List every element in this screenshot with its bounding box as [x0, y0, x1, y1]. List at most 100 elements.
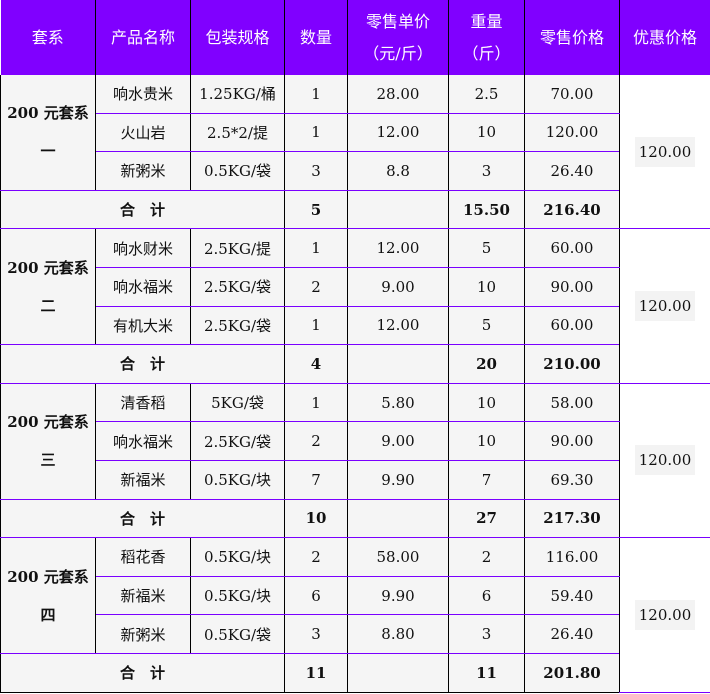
discount-value: 120.00 — [634, 136, 696, 167]
total-qty: 5 — [284, 190, 348, 230]
weight: 2.5 — [448, 75, 525, 114]
unit-price: 12.00 — [347, 113, 449, 153]
suite-name: 200 元套系 一 — [0, 75, 96, 191]
quantity: 1 — [284, 383, 348, 423]
header-row: 套系 产品名称 包装规格 数量 零售单价 （元/斤） 重量 （斤） 零售价格 优… — [0, 0, 710, 75]
unit-price: 8.8 — [347, 151, 449, 191]
quantity: 1 — [284, 306, 348, 346]
weight: 10 — [448, 383, 525, 423]
header-retail-price: 零售价格 — [524, 0, 620, 75]
package-spec: 0.5KG/袋 — [190, 151, 285, 191]
discount-value: 120.00 — [634, 291, 696, 322]
total-row: 合 计 5 15.50 216.40 — [0, 190, 710, 230]
total-price: 210.00 — [524, 344, 620, 384]
product-name: 响水福米 — [95, 421, 191, 461]
quantity: 2 — [284, 537, 348, 577]
total-row: 合 计 10 27 217.30 — [0, 499, 710, 539]
unit-price: 28.00 — [347, 75, 449, 114]
discount-price: 120.00 — [619, 228, 710, 384]
quantity: 3 — [284, 151, 348, 191]
weight: 10 — [448, 421, 525, 461]
table-row: 火山岩 2.5*2/提 1 12.00 10 120.00 — [1, 113, 710, 153]
package-spec: 1.25KG/桶 — [190, 75, 285, 114]
quantity: 3 — [284, 614, 348, 654]
package-spec: 2.5KG/袋 — [190, 306, 285, 346]
unit-price: 58.00 — [347, 537, 449, 577]
product-name: 新粥米 — [95, 614, 191, 654]
total-label: 合 计 — [0, 344, 285, 384]
weight: 2 — [448, 537, 525, 577]
package-spec: 2.5KG/袋 — [190, 267, 285, 307]
quantity: 1 — [284, 113, 348, 153]
product-name: 响水财米 — [95, 228, 191, 268]
quantity: 7 — [284, 460, 348, 500]
total-qty: 10 — [284, 499, 348, 539]
weight: 10 — [448, 267, 525, 307]
suite-name: 200 元套系 三 — [0, 383, 96, 500]
header-unit-price: 零售单价 （元/斤） — [347, 0, 449, 75]
package-spec: 0.5KG/块 — [190, 537, 285, 577]
suite-name: 200 元套系 四 — [0, 537, 96, 654]
table-row: 新粥米 0.5KG/袋 3 8.8 3 26.40 — [1, 151, 710, 191]
quantity: 2 — [284, 267, 348, 307]
unit-price: 8.80 — [347, 614, 449, 654]
retail-price: 90.00 — [524, 421, 620, 461]
retail-price: 116.00 — [524, 537, 620, 577]
table-row: 200 元套系 二响水财米 2.5KG/提 1 12.00 5 60.00 120.00 — [0, 228, 710, 384]
suite-name: 200 元套系 二 — [0, 228, 96, 346]
total-label: 合 计 — [0, 190, 285, 230]
product-name: 新福米 — [95, 576, 191, 616]
retail-price: 60.00 — [524, 228, 620, 268]
product-name: 稻花香 — [95, 537, 191, 577]
package-spec: 0.5KG/块 — [190, 576, 285, 616]
total-row: 合 计 11 11 201.80 — [0, 653, 710, 693]
discount-price: 120.00 — [619, 383, 710, 539]
quantity: 1 — [284, 75, 348, 114]
retail-price: 60.00 — [524, 306, 620, 346]
quantity: 1 — [284, 228, 348, 268]
retail-price: 90.00 — [524, 267, 620, 307]
product-name: 火山岩 — [95, 113, 191, 153]
retail-price: 120.00 — [524, 113, 620, 153]
package-spec: 2.5KG/提 — [190, 228, 285, 268]
total-unit-price-empty — [347, 190, 449, 230]
total-unit-price-empty — [347, 499, 449, 539]
unit-price: 5.80 — [347, 383, 449, 423]
discount-value: 120.00 — [634, 599, 696, 630]
discount-price: 120.00 — [619, 75, 710, 230]
unit-price: 9.00 — [347, 267, 449, 307]
quantity: 2 — [284, 421, 348, 461]
header-package: 包装规格 — [190, 0, 285, 75]
package-spec: 5KG/袋 — [190, 383, 285, 423]
table-row: 响水福米 2.5KG/袋 2 9.00 10 90.00 — [1, 421, 710, 461]
total-label: 合 计 — [0, 499, 285, 539]
product-name: 新粥米 — [95, 151, 191, 191]
header-weight: 重量 （斤） — [448, 0, 525, 75]
table-row: 新福米 0.5KG/块 7 9.90 7 69.30 — [1, 460, 710, 500]
package-spec: 2.5KG/袋 — [190, 421, 285, 461]
package-spec: 0.5KG/袋 — [190, 614, 285, 654]
retail-price: 58.00 — [524, 383, 620, 423]
weight: 5 — [448, 306, 525, 346]
table-row: 响水福米 2.5KG/袋 2 9.00 10 90.00 — [1, 267, 710, 307]
weight: 10 — [448, 113, 525, 153]
header-qty: 数量 — [284, 0, 348, 75]
weight: 6 — [448, 576, 525, 616]
unit-price: 9.90 — [347, 576, 449, 616]
header-discount-price: 优惠价格 — [619, 0, 710, 75]
table-row: 200 元套系 一响水贵米 1.25KG/桶 1 28.00 2.5 70.00 120.0… — [0, 75, 710, 230]
retail-price: 59.40 — [524, 576, 620, 616]
total-qty: 11 — [284, 653, 348, 693]
total-weight: 11 — [448, 653, 525, 693]
header-product: 产品名称 — [95, 0, 191, 75]
total-label: 合 计 — [0, 653, 285, 693]
table-row: 新福米 0.5KG/块 6 9.90 6 59.40 — [1, 576, 710, 616]
table-row: 200 元套系 四稻花香 0.5KG/块 2 58.00 2 116.00 120.00 — [0, 537, 710, 693]
retail-price: 26.40 — [524, 151, 620, 191]
product-name: 响水贵米 — [95, 75, 191, 114]
unit-price: 9.90 — [347, 460, 449, 500]
table-row: 新粥米 0.5KG/袋 3 8.80 3 26.40 — [1, 614, 710, 654]
total-price: 217.30 — [524, 499, 620, 539]
retail-price: 26.40 — [524, 614, 620, 654]
